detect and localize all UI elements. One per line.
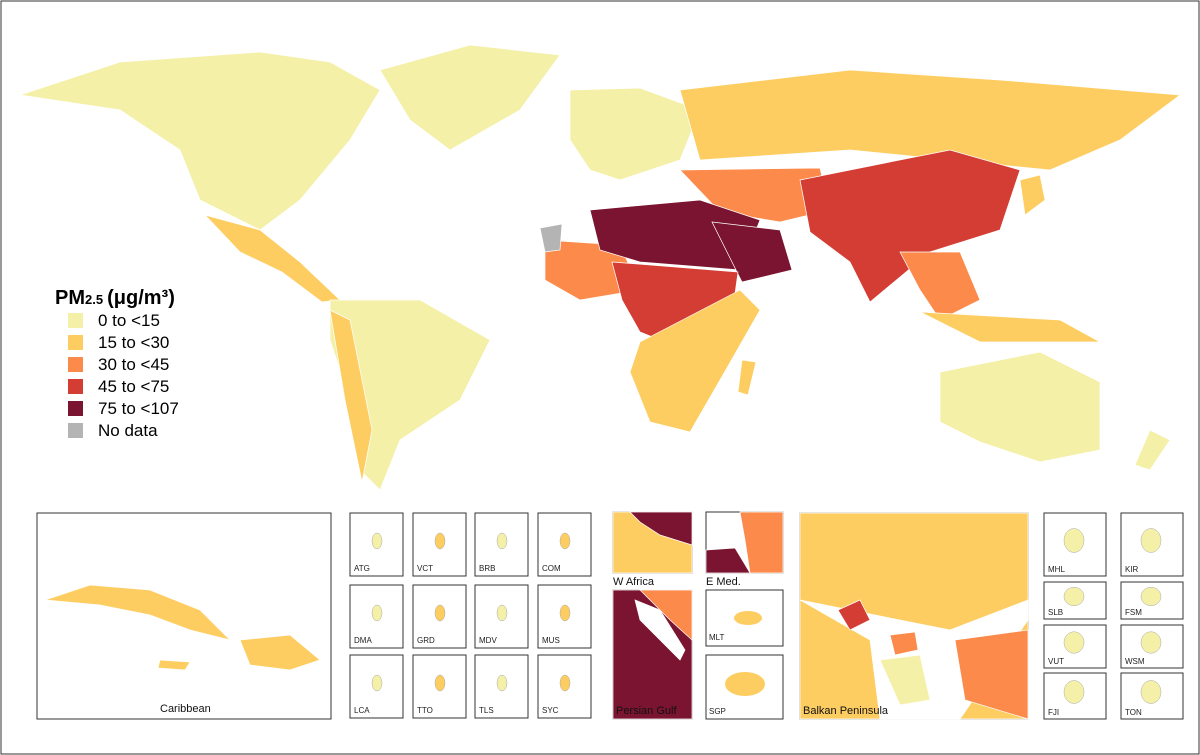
legend-swatch <box>68 313 83 328</box>
gulf-water <box>634 599 686 661</box>
inset-label: VUT <box>1048 657 1064 666</box>
inset-label: VCT <box>417 564 433 573</box>
inset-label: SLB <box>1048 608 1063 617</box>
inset-label: LCA <box>354 706 370 715</box>
inset-label: WSM <box>1125 657 1145 666</box>
island <box>1140 680 1162 704</box>
title-main: PM <box>55 287 85 309</box>
western-sahara <box>539 223 563 253</box>
inset-box <box>349 584 404 649</box>
inset-label: ATG <box>354 564 370 573</box>
island <box>1140 528 1162 553</box>
inset-label: FSM <box>1125 608 1142 617</box>
inset-label: MHL <box>1048 565 1065 574</box>
w-africa-north <box>629 511 693 546</box>
legend-label: 0 to <15 <box>98 311 160 330</box>
legend-swatch <box>68 379 83 394</box>
island <box>559 532 571 550</box>
southern-africa <box>629 289 761 433</box>
bulgaria <box>889 631 919 656</box>
hispaniola <box>239 634 321 671</box>
island <box>1140 631 1162 654</box>
island <box>434 604 446 622</box>
island <box>1063 680 1085 704</box>
australia <box>939 351 1101 463</box>
andes <box>329 309 373 483</box>
arabia <box>711 221 793 283</box>
inset-label: TLS <box>479 706 494 715</box>
russia <box>679 69 1181 171</box>
inset-label: Balkan Peninsula <box>803 705 889 717</box>
inset-label: KIR <box>1125 565 1139 574</box>
legend-label: No data <box>98 421 158 440</box>
new-zealand <box>1134 429 1171 471</box>
inset-label: FJI <box>1048 708 1059 717</box>
island <box>496 674 508 692</box>
island <box>496 604 508 622</box>
inset-label: COM <box>542 564 561 573</box>
legend-label: 15 to <30 <box>98 333 169 352</box>
inset-label: MDV <box>479 636 497 645</box>
indonesia <box>919 311 1101 343</box>
inset-label: SGP <box>709 707 726 716</box>
e-med-land <box>739 511 784 574</box>
iran <box>639 589 693 641</box>
island <box>1063 587 1085 606</box>
greenland <box>379 44 561 151</box>
inset-label: Persian Gulf <box>616 705 677 717</box>
inset-label: BRB <box>479 564 495 573</box>
island <box>559 674 571 692</box>
island <box>496 532 508 550</box>
inset-label: SYC <box>542 706 559 715</box>
inset-label: DMA <box>354 636 372 645</box>
insets: Caribbean ATG VCT BRB COM DMA GRD MDV MUS LCA TTO T… <box>36 511 1184 720</box>
japan <box>1019 174 1046 216</box>
inset-label: MLT <box>709 633 725 642</box>
inset-label: TTO <box>417 706 433 715</box>
inset-label: E Med. <box>706 576 741 588</box>
island <box>1063 528 1085 553</box>
island <box>725 672 765 696</box>
island <box>1063 631 1085 654</box>
island <box>1140 587 1162 606</box>
jamaica <box>157 659 191 671</box>
inset-label: W Africa <box>613 576 655 588</box>
world-map <box>19 44 1181 491</box>
legend-label: 45 to <75 <box>98 377 169 396</box>
north-america <box>19 51 381 231</box>
island <box>734 611 762 625</box>
indochina <box>899 251 981 321</box>
legend-label: 30 to <45 <box>98 355 169 374</box>
inset-label: Caribbean <box>160 703 211 715</box>
e-med-egypt <box>705 547 751 574</box>
island <box>371 604 383 622</box>
greece <box>879 654 931 706</box>
turkey <box>954 629 1029 720</box>
inset-label: GRD <box>417 636 435 645</box>
legend-swatch <box>68 357 83 372</box>
bosnia <box>837 599 871 631</box>
legend-label: 75 to <107 <box>98 399 179 418</box>
legend-swatch <box>68 401 83 416</box>
title-sub: 2.5 <box>85 292 103 307</box>
legend-swatch <box>68 423 83 438</box>
title-unit: (μg/m³) <box>107 287 175 309</box>
island <box>371 674 383 692</box>
legend: PM2.5 (μg/m³) 0 to <15 15 to <30 30 to <45 4… <box>55 287 179 440</box>
island <box>434 532 446 550</box>
cuba <box>44 584 232 641</box>
madagascar <box>737 359 757 396</box>
island <box>559 604 571 622</box>
island <box>434 674 446 692</box>
island <box>371 532 383 550</box>
legend-title: PM2.5 (μg/m³) <box>55 287 175 309</box>
inset-box <box>537 584 592 649</box>
europe <box>569 87 701 181</box>
inset-label: MUS <box>542 636 560 645</box>
inset-label: TON <box>1125 708 1142 717</box>
legend-swatch <box>68 335 83 350</box>
